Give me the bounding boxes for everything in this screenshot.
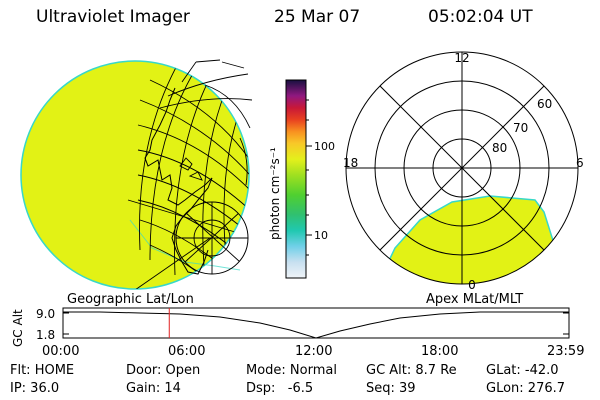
geographic-label: Geographic Lat/Lon xyxy=(67,292,194,307)
color-scale: 100 10 photon cm⁻²s⁻¹ xyxy=(268,79,335,279)
colorbar-units: photon cm⁻²s⁻¹ xyxy=(268,147,282,240)
mlt-label-12: 12 xyxy=(454,51,469,65)
apex-label: Apex MLat/MLT xyxy=(426,292,524,307)
status-glat: GLat: -42.0 xyxy=(486,363,559,378)
alt-tick-1-8: 1.8 xyxy=(36,328,55,342)
color-bar xyxy=(285,79,307,279)
status-gain: Gain: 14 xyxy=(126,381,181,396)
status-door: Door: Open xyxy=(126,363,201,378)
time-tick-0600: 06:00 xyxy=(168,344,206,359)
altitude-curve xyxy=(63,311,569,339)
altitude-axis-title: GC Alt xyxy=(11,309,25,347)
time-tick-1200: 12:00 xyxy=(295,344,333,359)
time-tick-1800: 18:00 xyxy=(421,344,459,359)
status-flight: Flt: HOME xyxy=(10,363,75,378)
mlt-label-18: 18 xyxy=(343,156,358,170)
alt-tick-9: 9.0 xyxy=(36,307,55,321)
mlat-label-80: 80 xyxy=(492,141,507,155)
colorbar-tick-100: 100 xyxy=(314,140,335,153)
status-gc-alt: GC Alt: 8.7 Re xyxy=(366,363,457,378)
time-label: 05:02:04 UT xyxy=(428,7,533,27)
coastline xyxy=(144,87,213,275)
status-dsp: Dsp: -6.5 xyxy=(246,381,314,396)
polar-plot: 12 18 6 0 60 70 80 xyxy=(343,51,584,292)
mlt-label-6: 6 xyxy=(576,156,584,170)
instrument-title: Ultraviolet Imager xyxy=(36,7,190,27)
projection-lines xyxy=(159,59,253,186)
auroral-oval xyxy=(373,195,563,284)
time-tick-2359: 23:59 xyxy=(547,344,585,359)
globe-view xyxy=(20,59,253,290)
colorbar-tick-10: 10 xyxy=(314,229,328,242)
status-seq: Seq: 39 xyxy=(366,381,416,396)
time-tick-0000: 00:00 xyxy=(42,344,80,359)
mlat-label-70: 70 xyxy=(513,121,528,135)
lat-lon-grid xyxy=(127,61,249,289)
mlt-label-0: 0 xyxy=(468,278,476,292)
earth-disk xyxy=(20,60,250,290)
status-mode: Mode: Normal xyxy=(246,363,337,378)
date-label: 25 Mar 07 xyxy=(274,7,361,27)
altitude-plot: 9.0 1.8 GC Alt xyxy=(11,307,570,347)
status-glon: GLon: 276.7 xyxy=(486,381,566,396)
mlat-label-60: 60 xyxy=(537,97,552,111)
status-ip: IP: 36.0 xyxy=(10,381,60,396)
polar-grid xyxy=(345,51,579,285)
